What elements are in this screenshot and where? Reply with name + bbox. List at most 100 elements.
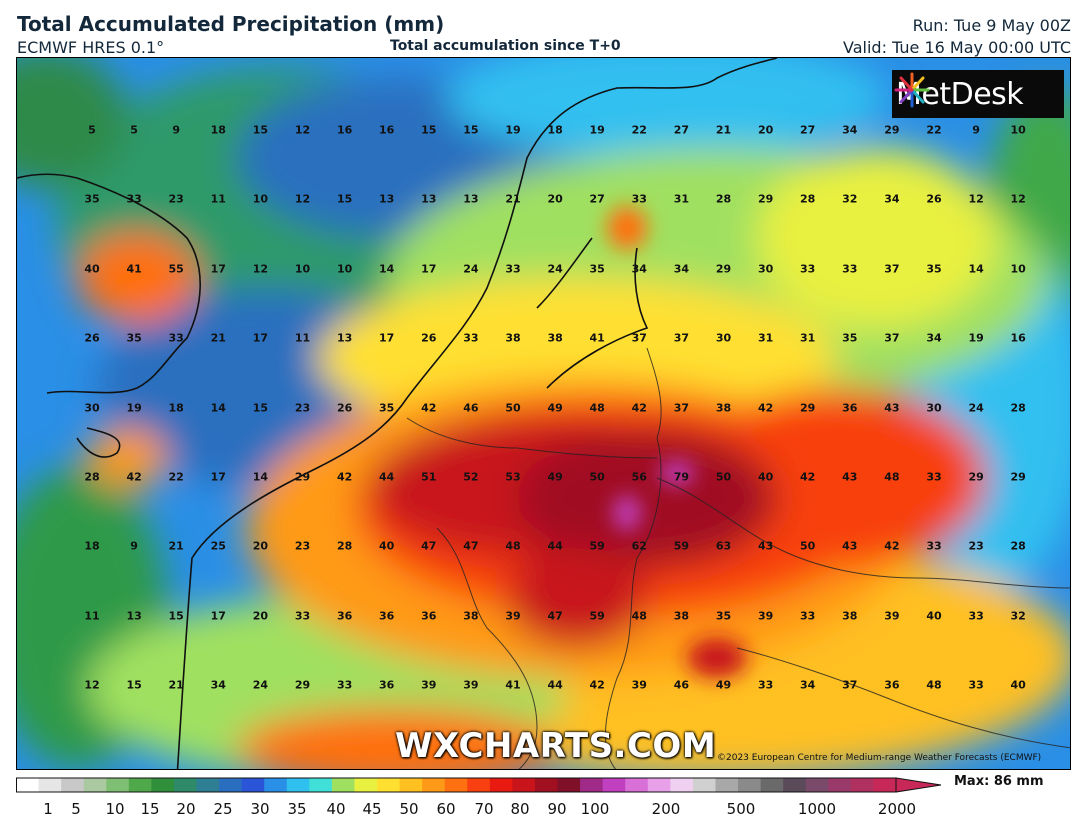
grid-value: 40 — [1010, 678, 1026, 692]
scale-tick-label: 1 — [43, 800, 53, 818]
grid-value: 47 — [463, 539, 479, 553]
grid-value: 28 — [1010, 401, 1026, 415]
scale-tick-label: 80 — [510, 800, 530, 818]
grid-value: 42 — [336, 470, 353, 484]
scale-tick-label: 10 — [105, 800, 125, 818]
grid-value: 17 — [252, 331, 269, 345]
grid-value: 24 — [547, 262, 563, 276]
grid-value: 49 — [547, 470, 563, 484]
grid-value: 32 — [1010, 609, 1026, 623]
precipitation-map: 5 5 9 18 15 12 16 16 15 15 19 18 19 22 27 21 20 27 34 29 22 9… — [16, 57, 1071, 770]
grid-value: 38 — [842, 609, 858, 623]
grid-value: 34 — [210, 678, 226, 692]
grid-value: 13 — [336, 331, 353, 345]
grid-value: 37 — [673, 331, 690, 345]
grid-value: 33 — [800, 609, 816, 623]
color-swatch — [38, 778, 62, 792]
grid-value: 17 — [379, 331, 395, 345]
grid-value: 39 — [884, 609, 900, 623]
grid-value: 41 — [126, 262, 142, 276]
grid-value: 10 — [252, 192, 269, 206]
grid-value: 38 — [463, 609, 479, 623]
grid-value: 22 — [926, 123, 942, 137]
grid-value: 12 — [1010, 192, 1026, 206]
grid-value: 31 — [757, 331, 774, 345]
map-subtitle: Total accumulation since T+0 — [390, 38, 621, 54]
scale-tick-label: 45 — [362, 800, 382, 818]
grid-value: 32 — [842, 192, 858, 206]
grid-value: 19 — [505, 123, 521, 137]
grid-value: 79 — [673, 470, 690, 484]
grid-value: 33 — [757, 678, 774, 692]
color-swatch — [738, 778, 762, 792]
grid-value: 37 — [673, 401, 690, 415]
scale-tick-label: 1000 — [797, 800, 837, 818]
grid-value: 38 — [673, 609, 690, 623]
grid-value: 15 — [168, 609, 184, 623]
grid-value: 14 — [210, 401, 226, 415]
grid-value: 30 — [715, 331, 732, 345]
grid-value: 27 — [800, 123, 816, 137]
grid-value: 48 — [505, 539, 521, 553]
grid-value: 9 — [130, 539, 138, 553]
color-swatch — [580, 778, 604, 792]
grid-value: 18 — [547, 123, 563, 137]
grid-value: 29 — [757, 192, 774, 206]
grid-value: 23 — [294, 401, 311, 415]
color-swatch — [219, 778, 243, 792]
grid-value: 23 — [168, 192, 184, 206]
grid-value: 42 — [800, 470, 816, 484]
scale-tick-label: 30 — [250, 800, 270, 818]
color-swatch — [309, 778, 333, 792]
grid-value: 34 — [926, 331, 942, 345]
valid-time: Valid: Tue 16 May 00:00 UTC — [843, 38, 1071, 57]
grid-value: 33 — [631, 192, 647, 206]
color-swatch — [647, 778, 671, 792]
grid-value: 40 — [84, 262, 100, 276]
grid-value: 29 — [715, 262, 732, 276]
grid-value: 59 — [589, 539, 605, 553]
grid-value: 35 — [715, 609, 732, 623]
grid-value: 11 — [84, 609, 100, 623]
grid-value: 35 — [84, 192, 100, 206]
grid-value: 39 — [505, 609, 521, 623]
grid-value: 33 — [294, 609, 311, 623]
copyright-notice: ©2023 European Centre for Medium-range W… — [717, 753, 1042, 763]
grid-value: 12 — [968, 192, 984, 206]
grid-value: 27 — [589, 192, 605, 206]
grid-value: 41 — [505, 678, 521, 692]
grid-value: 24 — [968, 401, 984, 415]
grid-value: 48 — [884, 470, 900, 484]
grid-value: 14 — [379, 262, 395, 276]
grid-value: 33 — [126, 192, 142, 206]
metdesk-logo: MetDesk — [892, 70, 1064, 118]
scale-tick-label: 15 — [140, 800, 160, 818]
grid-value: 33 — [926, 470, 942, 484]
color-swatch — [422, 778, 446, 792]
grid-value: 51 — [421, 470, 437, 484]
grid-value: 11 — [210, 192, 226, 206]
grid-value: 38 — [505, 331, 521, 345]
grid-value: 19 — [968, 331, 984, 345]
grid-value: 35 — [926, 262, 942, 276]
grid-value: 44 — [379, 470, 395, 484]
grid-value: 49 — [715, 678, 732, 692]
run-time: Run: Tue 9 May 00Z — [912, 16, 1071, 35]
grid-value: 35 — [379, 401, 395, 415]
grid-value: 37 — [842, 678, 858, 692]
grid-value: 59 — [589, 609, 605, 623]
grid-value: 26 — [421, 331, 437, 345]
grid-value: 28 — [1010, 539, 1026, 553]
watermark: WXCHARTS.COM — [395, 726, 717, 766]
map-title: Total Accumulated Precipitation (mm) — [17, 12, 445, 36]
grid-value: 37 — [631, 331, 647, 345]
color-swatch — [444, 778, 468, 792]
grid-value: 44 — [547, 539, 563, 553]
grid-value: 40 — [379, 539, 395, 553]
grid-value: 21 — [210, 331, 226, 345]
grid-value: 48 — [589, 401, 605, 415]
color-swatch — [760, 778, 784, 792]
grid-value: 13 — [126, 609, 142, 623]
grid-value: 19 — [589, 123, 605, 137]
grid-value: 36 — [379, 609, 395, 623]
